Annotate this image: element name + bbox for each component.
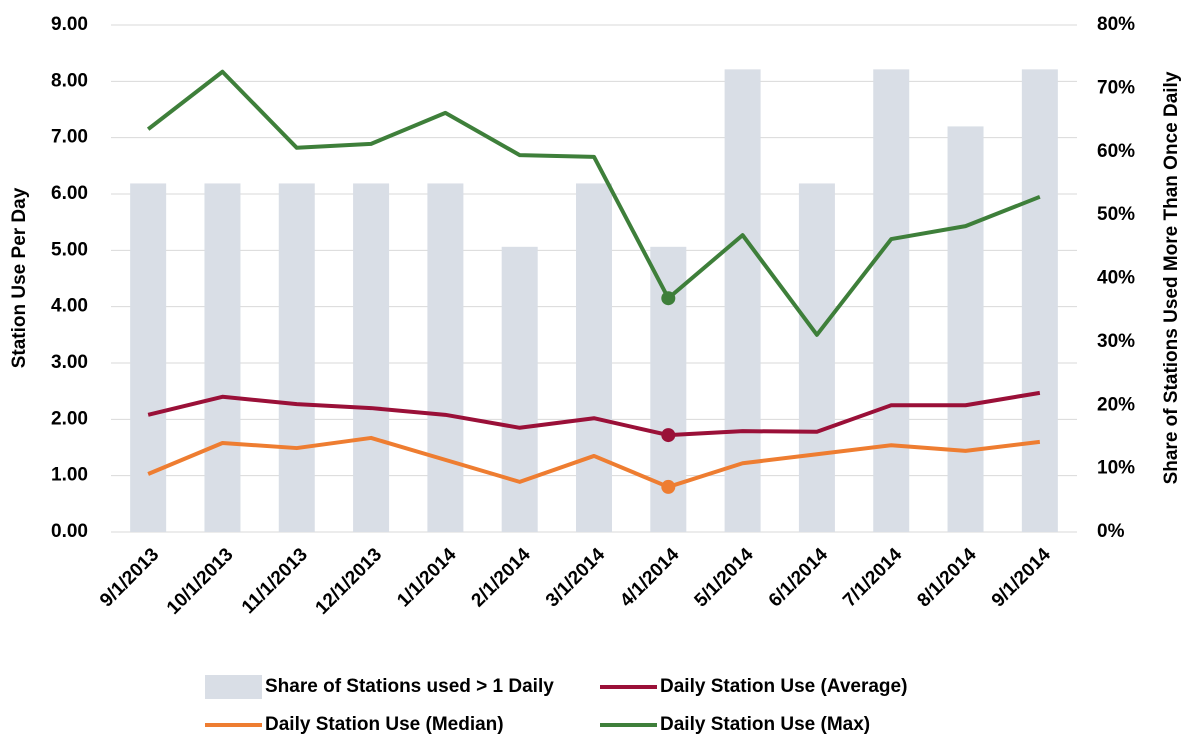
bar	[576, 183, 612, 532]
y-tick-label: 1.00	[51, 465, 88, 486]
x-tick-label: 12/1/2013	[312, 544, 387, 619]
x-tick-label: 9/1/2013	[96, 544, 163, 611]
marker	[661, 479, 676, 494]
bar	[873, 69, 910, 533]
legend-label: Share of Stations used > 1 Daily	[265, 676, 554, 697]
x-tick-label: 4/1/2014	[616, 544, 683, 611]
bar	[724, 69, 761, 533]
x-tick-label: 1/1/2014	[393, 544, 460, 611]
y2-tick-label: 20%	[1097, 394, 1135, 415]
bar	[278, 183, 315, 532]
x-tick-label: 11/1/2013	[238, 544, 312, 618]
x-tick-label: 8/1/2014	[913, 544, 980, 611]
x-tick-label: 6/1/2014	[765, 544, 832, 611]
bar	[353, 183, 390, 532]
y2-tick-label: 50%	[1097, 204, 1135, 225]
legend-label: Daily Station Use (Average)	[660, 676, 907, 697]
y2-axis-title: Share of Stations Used More Than Once Da…	[1161, 71, 1182, 484]
bar	[204, 183, 241, 532]
bar	[427, 183, 464, 532]
x-tick-label: 7/1/2014	[839, 544, 906, 611]
marker	[661, 291, 676, 306]
line	[147, 435, 1041, 489]
y-tick-label: 0.00	[51, 521, 88, 542]
x-tick-label: 9/1/2014	[988, 544, 1055, 611]
bar	[798, 183, 835, 532]
legend-swatch	[205, 675, 262, 699]
bar	[1021, 69, 1058, 533]
x-tick-label: 2/1/2014	[468, 544, 535, 611]
bar	[501, 246, 538, 532]
line	[146, 69, 1041, 337]
line	[147, 390, 1041, 438]
y-tick-label: 7.00	[51, 127, 88, 148]
y2-tick-label: 60%	[1097, 141, 1135, 162]
marker	[661, 428, 676, 443]
x-tick-label: 3/1/2014	[542, 544, 609, 611]
y2-tick-label: 70%	[1097, 77, 1135, 98]
legend-label: Daily Station Use (Median)	[265, 714, 504, 735]
y2-tick-label: 80%	[1097, 14, 1135, 35]
x-tick-label: 10/1/2013	[163, 544, 238, 619]
y2-tick-label: 40%	[1097, 268, 1135, 289]
y2-tick-label: 0%	[1097, 521, 1125, 542]
y2-tick-label: 10%	[1097, 458, 1135, 479]
y-tick-label: 3.00	[51, 352, 88, 373]
y-tick-label: 9.00	[51, 14, 88, 35]
bar	[130, 183, 167, 532]
y-tick-label: 2.00	[51, 408, 88, 429]
x-tick-label: 5/1/2014	[691, 544, 758, 611]
y-tick-label: 5.00	[51, 239, 88, 260]
y-tick-label: 6.00	[51, 183, 88, 204]
bar	[947, 126, 984, 533]
y-axis-title: Station Use Per Day	[9, 187, 30, 368]
y-tick-label: 8.00	[51, 70, 88, 91]
legend-label: Daily Station Use (Max)	[660, 714, 870, 735]
y2-tick-label: 30%	[1097, 331, 1135, 352]
y-tick-label: 4.00	[51, 296, 88, 317]
